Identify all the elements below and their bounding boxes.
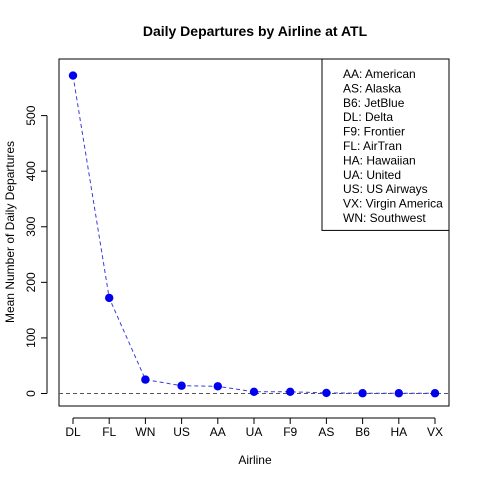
data-point-as <box>322 388 331 398</box>
data-point-b6 <box>358 389 367 398</box>
x-tick-label: VX <box>427 425 443 439</box>
x-tick-label: B6 <box>355 425 370 439</box>
y-tick-label: 100 <box>24 328 38 348</box>
y-tick-label: 300 <box>24 216 38 236</box>
legend-entry: VX: Virgin America <box>343 197 443 211</box>
y-axis: 0 100 200 300 400 500 <box>24 105 48 397</box>
x-axis-label: Airline <box>238 453 272 467</box>
x-tick-label: AS <box>318 425 334 439</box>
legend-entry: B6: JetBlue <box>343 96 405 110</box>
x-axis: DL FL WN US AA UA F9 AS B6 HA VX <box>65 417 443 439</box>
legend-entry: WN: Southwest <box>343 211 426 225</box>
data-point-us <box>177 381 186 390</box>
x-tick-label: FL <box>102 425 116 439</box>
x-tick-label: HA <box>390 425 407 439</box>
legend-entry: FL: AirTran <box>343 139 402 153</box>
data-point-dl <box>68 71 78 80</box>
legend-box <box>321 58 450 231</box>
data-point-f9 <box>286 387 295 397</box>
y-tick-label: 500 <box>24 105 38 125</box>
data-points <box>68 71 440 398</box>
y-tick-label: 0 <box>24 390 38 397</box>
y-tick-label: 200 <box>24 272 38 292</box>
data-point-ha <box>394 389 403 398</box>
x-tick-label: F9 <box>283 425 297 439</box>
legend-entry: F9: Frontier <box>343 125 405 139</box>
x-tick-label: US <box>173 425 190 439</box>
x-tick-label: AA <box>210 425 226 439</box>
data-point-wn <box>141 375 150 384</box>
y-axis-label: Mean Number of Daily Departures <box>3 141 17 323</box>
legend-entry: AA: American <box>343 67 416 81</box>
legend-entry: DL: Delta <box>343 110 393 124</box>
data-point-ua <box>249 387 259 397</box>
legend-entry: UA: United <box>343 168 401 182</box>
chart-title: Daily Departures by Airline at ATL <box>143 23 368 39</box>
legend-entry: US: US Airways <box>343 182 428 196</box>
data-point-vx <box>430 389 440 398</box>
x-tick-label: DL <box>65 425 81 439</box>
legend-entry: AS: Alaska <box>343 81 401 95</box>
data-point-aa <box>213 382 222 391</box>
plot-frame <box>58 58 450 407</box>
legend-entry: HA: Hawaiian <box>343 153 416 167</box>
y-tick-label: 400 <box>24 161 38 181</box>
x-tick-label: WN <box>135 425 155 439</box>
x-tick-label: UA <box>246 425 263 439</box>
data-point-fl <box>105 293 114 303</box>
